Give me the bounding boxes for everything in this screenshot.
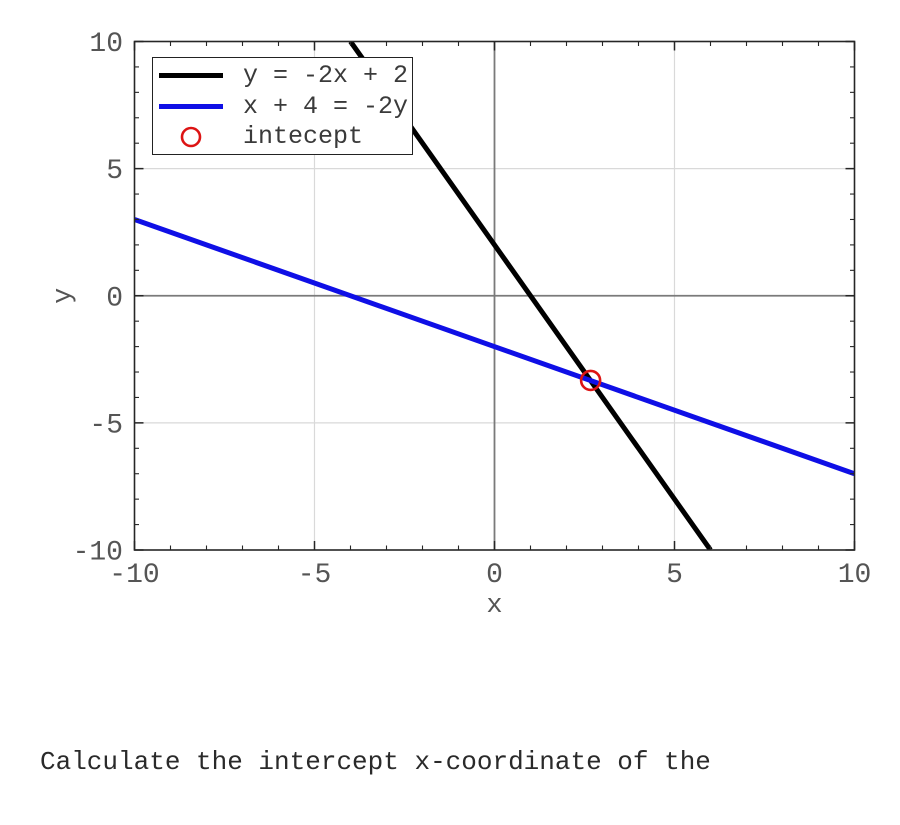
y-tick-label: 5 — [106, 156, 123, 187]
open-circle-icon — [180, 126, 202, 147]
x-tick-label: 0 — [486, 560, 503, 591]
x-tick-label: 10 — [838, 560, 872, 591]
x-tick-label: -10 — [109, 560, 159, 591]
x-tick-label: -5 — [298, 560, 332, 591]
intercept-marker — [579, 369, 602, 392]
question-text: Calculate the intercept x-coordinate of … — [40, 680, 711, 825]
legend-label: y = -2x + 2 — [243, 61, 409, 90]
y-tick-label: -5 — [89, 410, 123, 441]
legend-item-blue-line: x + 4 = -2y — [153, 91, 412, 121]
black-line-swatch-icon — [159, 73, 223, 78]
legend-item-black-line: y = -2x + 2 — [153, 61, 412, 91]
legend-swatch — [153, 103, 229, 109]
y-tick-label: -10 — [73, 538, 123, 569]
question-line: Calculate the intercept x-coordinate of … — [40, 747, 711, 777]
legend-swatch — [153, 73, 229, 78]
legend-label: intecept — [243, 122, 364, 151]
line-chart: -10 -5 0 5 10 10 5 0 -5 -10 x y — [49, 29, 872, 621]
y-axis-label: y — [49, 288, 79, 304]
legend-label: x + 4 = -2y — [243, 91, 409, 121]
legend: y = -2x + 2 x + 4 = -2y intecept — [152, 57, 413, 155]
x-axis-label: x — [486, 591, 502, 621]
series-line-1 — [134, 217, 855, 477]
y-tick-label: 10 — [89, 29, 123, 60]
legend-item-intercept: intecept — [153, 122, 412, 152]
y-tick-label: 0 — [106, 283, 123, 314]
blue-line-swatch-icon — [159, 103, 223, 109]
x-tick-label: 5 — [666, 560, 683, 591]
legend-swatch — [153, 124, 229, 150]
